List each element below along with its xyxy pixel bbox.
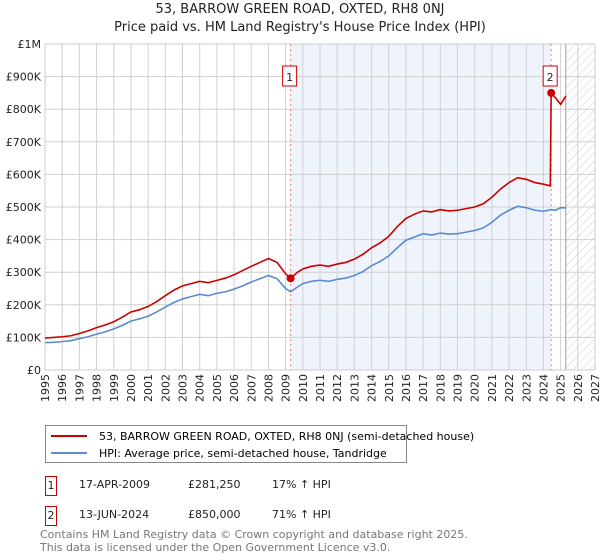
y-tick-label: £200K bbox=[6, 299, 42, 312]
x-tick-label: 2002 bbox=[159, 374, 172, 402]
x-tick-label: 2007 bbox=[245, 374, 258, 402]
chart-title: 53, BARROW GREEN ROAD, OXTED, RH8 0NJ bbox=[155, 2, 445, 17]
annotation-box bbox=[542, 65, 558, 87]
x-tick-label: 2003 bbox=[177, 374, 190, 402]
x-tick-label: 2020 bbox=[469, 374, 482, 402]
x-tick-label: 1997 bbox=[73, 374, 86, 402]
x-tick-label: 1996 bbox=[56, 374, 69, 402]
x-tick-label: 2012 bbox=[331, 374, 344, 402]
y-tick-label: £1M bbox=[18, 38, 42, 51]
transaction-price: £850,000 bbox=[188, 508, 241, 521]
footer: Contains HM Land Registry data © Crown c… bbox=[40, 528, 468, 554]
chart-plot: 1995 1996 1997 1998 1999 2000 2001 2002 2003 2004… bbox=[6, 38, 600, 402]
x-tick-label: 2017 bbox=[417, 374, 430, 402]
x-tick-label: 1998 bbox=[91, 374, 104, 402]
transaction-date: 17-APR-2009 bbox=[79, 478, 151, 491]
x-tick-label: 2027 bbox=[589, 374, 600, 402]
x-tick-label: 2023 bbox=[520, 374, 533, 402]
footer-line: This data is licensed under the Open Gov… bbox=[40, 541, 391, 554]
y-tick-label: £900K bbox=[6, 71, 42, 84]
x-tick-label: 2015 bbox=[383, 374, 396, 402]
x-tick-label: 1995 bbox=[39, 374, 52, 402]
x-tick-label: 2000 bbox=[125, 374, 138, 402]
series-line-hpi bbox=[44, 205, 566, 344]
x-tick-label: 2024 bbox=[537, 374, 550, 402]
y-tick-label: £500K bbox=[6, 201, 42, 214]
x-tick-label: 2025 bbox=[555, 374, 568, 402]
footer-line: Contains HM Land Registry data © Crown c… bbox=[40, 528, 468, 541]
chart-subtitle: Price paid vs. HM Land Registry's House … bbox=[114, 20, 486, 35]
legend-item-hpi: HPI: Average price, semi-detached house,… bbox=[46, 445, 387, 461]
x-tick-label: 2004 bbox=[194, 374, 207, 402]
sale-point bbox=[547, 88, 556, 97]
y-tick-label: £800K bbox=[6, 103, 42, 116]
transaction-price: £281,250 bbox=[188, 478, 241, 491]
marker-badge: 1 bbox=[45, 476, 57, 496]
y-tick-label: £400K bbox=[6, 234, 42, 247]
x-tick-label: 2008 bbox=[262, 374, 275, 402]
x-tick-label: 2006 bbox=[228, 374, 241, 402]
transaction-hpi: 17% ↑ HPI bbox=[272, 478, 331, 491]
x-tick-label: 2026 bbox=[572, 374, 585, 402]
transaction-date: 13-JUN-2024 bbox=[79, 508, 150, 521]
marker-badge: 2 bbox=[45, 506, 57, 526]
sale-point bbox=[286, 274, 295, 283]
y-tick-label: £0 bbox=[27, 364, 41, 377]
y-tick-label: £100K bbox=[6, 331, 42, 344]
x-tick-label: 2010 bbox=[297, 374, 310, 402]
x-tick-label: 1999 bbox=[108, 374, 121, 402]
x-tick-label: 2021 bbox=[486, 374, 499, 402]
x-tick-label: 2018 bbox=[434, 374, 447, 402]
series-line-property bbox=[44, 90, 567, 339]
legend-label: 53, BARROW GREEN ROAD, OXTED, RH8 0NJ (s… bbox=[99, 429, 475, 443]
x-tick-label: 2001 bbox=[142, 374, 155, 402]
legend-item-property: 53, BARROW GREEN ROAD, OXTED, RH8 0NJ (s… bbox=[46, 428, 474, 444]
annotation-label: 1 bbox=[286, 71, 293, 84]
annotation-box bbox=[282, 65, 298, 87]
x-tick-label: 2013 bbox=[348, 374, 361, 402]
plot-frame bbox=[44, 43, 596, 371]
x-tick-label: 2014 bbox=[366, 374, 379, 402]
x-tick-label: 2016 bbox=[400, 374, 413, 402]
legend-swatch-blue bbox=[51, 452, 87, 454]
y-tick-label: £700K bbox=[6, 136, 42, 149]
x-tick-label: 2011 bbox=[314, 374, 327, 402]
transaction-hpi: 71% ↑ HPI bbox=[272, 508, 331, 521]
legend: 53, BARROW GREEN ROAD, OXTED, RH8 0NJ (s… bbox=[45, 425, 474, 463]
annotation-label: 2 bbox=[547, 71, 554, 84]
y-tick-label: £300K bbox=[6, 266, 42, 279]
legend-label: HPI: Average price, semi-detached house,… bbox=[99, 446, 387, 460]
x-tick-label: 2019 bbox=[452, 374, 465, 402]
x-tick-label: 2022 bbox=[503, 374, 516, 402]
x-tick-label: 2009 bbox=[280, 374, 293, 402]
legend-swatch-red bbox=[51, 435, 87, 437]
x-tick-label: 2005 bbox=[211, 374, 224, 402]
y-tick-label: £600K bbox=[6, 168, 42, 181]
